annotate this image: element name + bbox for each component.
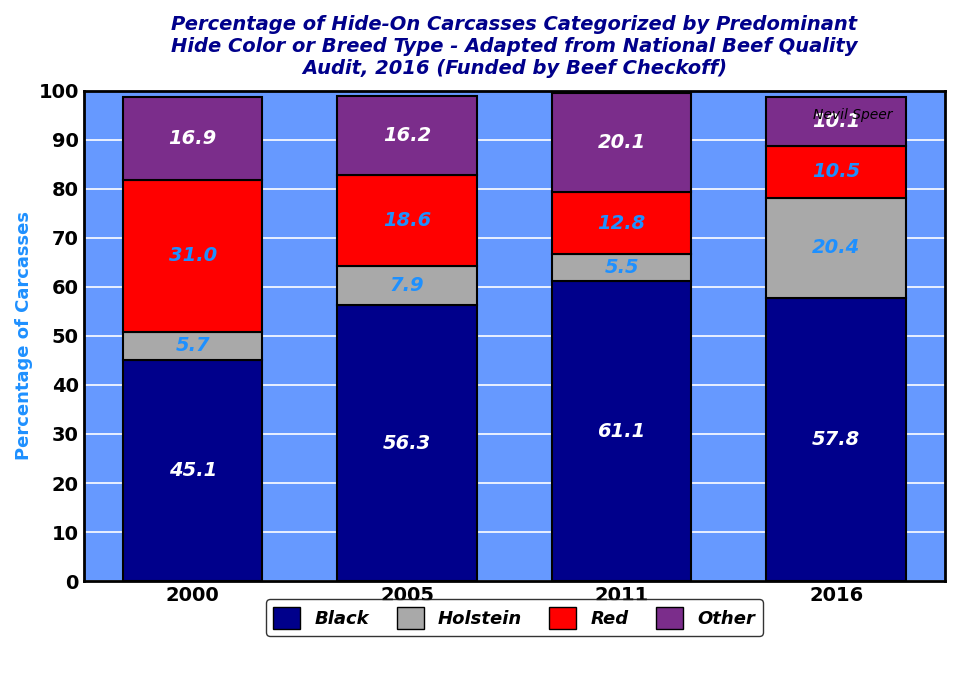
Text: 56.3: 56.3	[383, 433, 431, 452]
Bar	[766, 146, 906, 198]
Text: 10.1: 10.1	[812, 112, 860, 131]
Bar	[123, 332, 262, 360]
Bar	[552, 282, 691, 581]
Text: 20.1: 20.1	[597, 133, 646, 152]
Bar	[552, 254, 691, 282]
Bar	[337, 305, 477, 581]
Text: 12.8: 12.8	[597, 214, 646, 233]
Bar	[766, 298, 906, 581]
Bar	[552, 93, 691, 192]
Y-axis label: Percentage of Carcasses: Percentage of Carcasses	[15, 211, 33, 461]
Bar	[337, 96, 477, 175]
Text: 31.0: 31.0	[169, 247, 217, 266]
Title: Percentage of Hide-On Carcasses Categorized by Predominant
Hide Color or Breed T: Percentage of Hide-On Carcasses Categori…	[171, 15, 857, 78]
Text: 16.9: 16.9	[169, 129, 217, 148]
Bar	[123, 97, 262, 180]
Text: 5.5: 5.5	[605, 259, 639, 278]
Text: 10.5: 10.5	[812, 162, 860, 181]
Text: 18.6: 18.6	[383, 211, 431, 230]
Bar	[337, 175, 477, 266]
Text: 45.1: 45.1	[169, 461, 217, 480]
Text: 16.2: 16.2	[383, 126, 431, 145]
Bar	[123, 180, 262, 332]
Text: 20.4: 20.4	[812, 238, 860, 257]
Bar	[766, 198, 906, 298]
Bar	[766, 96, 906, 146]
Bar	[552, 192, 691, 254]
Text: 7.9: 7.9	[390, 276, 424, 295]
Legend: Black, Holstein, Red, Other: Black, Holstein, Red, Other	[266, 599, 763, 636]
Text: 61.1: 61.1	[597, 421, 646, 441]
Bar	[123, 360, 262, 581]
Text: 57.8: 57.8	[812, 430, 860, 449]
Bar	[337, 266, 477, 305]
Text: 5.7: 5.7	[176, 336, 210, 356]
Text: Nevil Speer: Nevil Speer	[813, 108, 893, 122]
